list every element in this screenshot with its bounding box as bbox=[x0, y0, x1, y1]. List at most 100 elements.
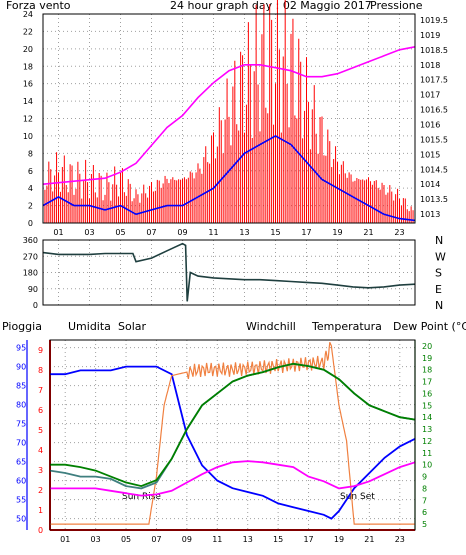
temp-tick-label: 8 bbox=[422, 484, 427, 493]
humidity-tick-label: 90 bbox=[16, 363, 26, 372]
humidity-tick-label: 75 bbox=[16, 420, 26, 429]
temp-tick-label: 14 bbox=[422, 413, 432, 422]
x-tick-label: 11 bbox=[208, 228, 218, 237]
x-tick-label: 09 bbox=[182, 535, 192, 544]
temp-tick-label: 16 bbox=[422, 389, 432, 398]
dewpoint-label: Dew Point (°C) bbox=[393, 320, 466, 333]
x-tick-label: 23 bbox=[394, 228, 404, 237]
rain-tick-label: 3 bbox=[38, 466, 43, 475]
x-tick-label: 07 bbox=[146, 228, 156, 237]
y-right-tick-label: 1015 bbox=[420, 150, 440, 159]
y-right-tick-label: 1018 bbox=[420, 61, 440, 70]
pressure-line bbox=[42, 46, 416, 185]
direction-tick-label: 0 bbox=[33, 301, 38, 310]
compass-label: W bbox=[435, 250, 446, 263]
rain-tick-label: 1 bbox=[38, 506, 43, 515]
x-tick-label: 03 bbox=[91, 535, 101, 544]
rain-tick-label: 7 bbox=[38, 386, 43, 395]
compass-label: N bbox=[435, 299, 443, 312]
x-tick-label: 07 bbox=[151, 535, 161, 544]
temp-tick-label: 12 bbox=[422, 437, 432, 446]
rain-tick-label: 2 bbox=[38, 486, 43, 495]
temp-tick-label: 7 bbox=[422, 496, 427, 505]
temperature-label: Temperatura bbox=[311, 320, 382, 333]
rain-tick-label: 6 bbox=[38, 406, 43, 415]
y-left-tick-label: 16 bbox=[23, 80, 33, 89]
temp-tick-label: 20 bbox=[422, 342, 432, 351]
y-right-tick-label: 1019.5 bbox=[420, 16, 448, 25]
x-tick-label: 19 bbox=[334, 535, 344, 544]
y-right-tick-label: 1013 bbox=[420, 210, 440, 219]
y-left-tick-label: 12 bbox=[23, 115, 33, 124]
x-tick-label: 05 bbox=[121, 535, 131, 544]
y-right-tick-label: 1017.5 bbox=[420, 76, 448, 85]
x-tick-label: 21 bbox=[364, 535, 374, 544]
solar-line bbox=[50, 341, 415, 525]
y-right-tick-label: 1016.5 bbox=[420, 106, 448, 115]
compass-label: N bbox=[435, 234, 443, 247]
y-right-tick-label: 1018.5 bbox=[420, 46, 448, 55]
x-tick-label: 01 bbox=[53, 228, 63, 237]
wind-direction-line bbox=[42, 242, 416, 302]
compass-label: E bbox=[435, 283, 442, 296]
y-right-tick-label: 1015.5 bbox=[420, 135, 448, 144]
x-tick-label: 01 bbox=[60, 535, 70, 544]
rain-tick-label: 5 bbox=[38, 426, 43, 435]
temp-tick-label: 11 bbox=[422, 449, 432, 458]
y-left-tick-label: 6 bbox=[28, 167, 33, 176]
direction-tick-label: 360 bbox=[23, 236, 38, 245]
y-right-tick-label: 1013.5 bbox=[420, 195, 448, 204]
temp-tick-label: 9 bbox=[422, 473, 427, 482]
x-tick-label: 09 bbox=[177, 228, 187, 237]
humidity-tick-label: 50 bbox=[16, 515, 26, 524]
humidity-tick-label: 55 bbox=[16, 496, 26, 505]
rain-tick-label: 4 bbox=[38, 446, 43, 455]
x-tick-label: 11 bbox=[212, 535, 222, 544]
y-left-tick-label: 18 bbox=[23, 62, 33, 71]
y-right-tick-label: 1017 bbox=[420, 91, 440, 100]
humidity-tick-label: 70 bbox=[16, 439, 26, 448]
page-title: 24 hour graph day : 02 Maggio 2017 bbox=[170, 0, 372, 12]
direction-tick-label: 270 bbox=[23, 252, 38, 261]
y-left-tick-label: 14 bbox=[23, 97, 33, 106]
rain-tick-label: 0 bbox=[38, 526, 43, 535]
y-left-tick-label: 8 bbox=[28, 149, 33, 158]
humidity-tick-label: 95 bbox=[16, 344, 26, 353]
dewpoint-line bbox=[50, 460, 416, 497]
x-tick-label: 17 bbox=[301, 228, 311, 237]
wind-avg-line bbox=[42, 134, 416, 222]
humidity-tick-label: 85 bbox=[16, 382, 26, 391]
y-right-tick-label: 1019 bbox=[420, 31, 440, 40]
x-tick-label: 15 bbox=[270, 228, 280, 237]
y-left-tick-label: 24 bbox=[23, 10, 33, 19]
humidity-tick-label: 60 bbox=[16, 477, 26, 486]
y-left-tick-label: 20 bbox=[23, 45, 33, 54]
y-right-tick-label: 1014 bbox=[420, 180, 440, 189]
x-tick-label: 15 bbox=[273, 535, 283, 544]
sunrise-annotation: Sun Rise bbox=[122, 492, 161, 502]
humidity-label: Umidita bbox=[68, 320, 111, 333]
rain-tick-label: 9 bbox=[38, 346, 43, 355]
y-left-tick-label: 2 bbox=[28, 202, 33, 211]
sunset-annotation: Sun Set bbox=[340, 492, 375, 502]
compass-label: S bbox=[435, 267, 442, 280]
direction-tick-label: 90 bbox=[28, 285, 38, 294]
y-right-tick-label: 1016 bbox=[420, 120, 440, 129]
x-tick-label: 05 bbox=[115, 228, 125, 237]
x-tick-label: 17 bbox=[303, 535, 313, 544]
y-left-tick-label: 4 bbox=[28, 184, 33, 193]
panel-direction-frame bbox=[42, 239, 416, 306]
panel-wind-frame bbox=[42, 13, 416, 224]
temp-tick-label: 6 bbox=[422, 508, 427, 517]
temp-tick-label: 17 bbox=[422, 378, 432, 387]
temperature-line bbox=[50, 362, 416, 488]
temp-tick-label: 15 bbox=[422, 401, 432, 410]
rain-tick-label: 8 bbox=[38, 366, 43, 375]
x-tick-label: 21 bbox=[363, 228, 373, 237]
panel-climate-frame bbox=[49, 339, 416, 531]
direction-tick-label: 180 bbox=[23, 269, 38, 278]
pressure-label: Pressione bbox=[370, 0, 423, 12]
windchill-label: Windchill bbox=[246, 320, 296, 333]
